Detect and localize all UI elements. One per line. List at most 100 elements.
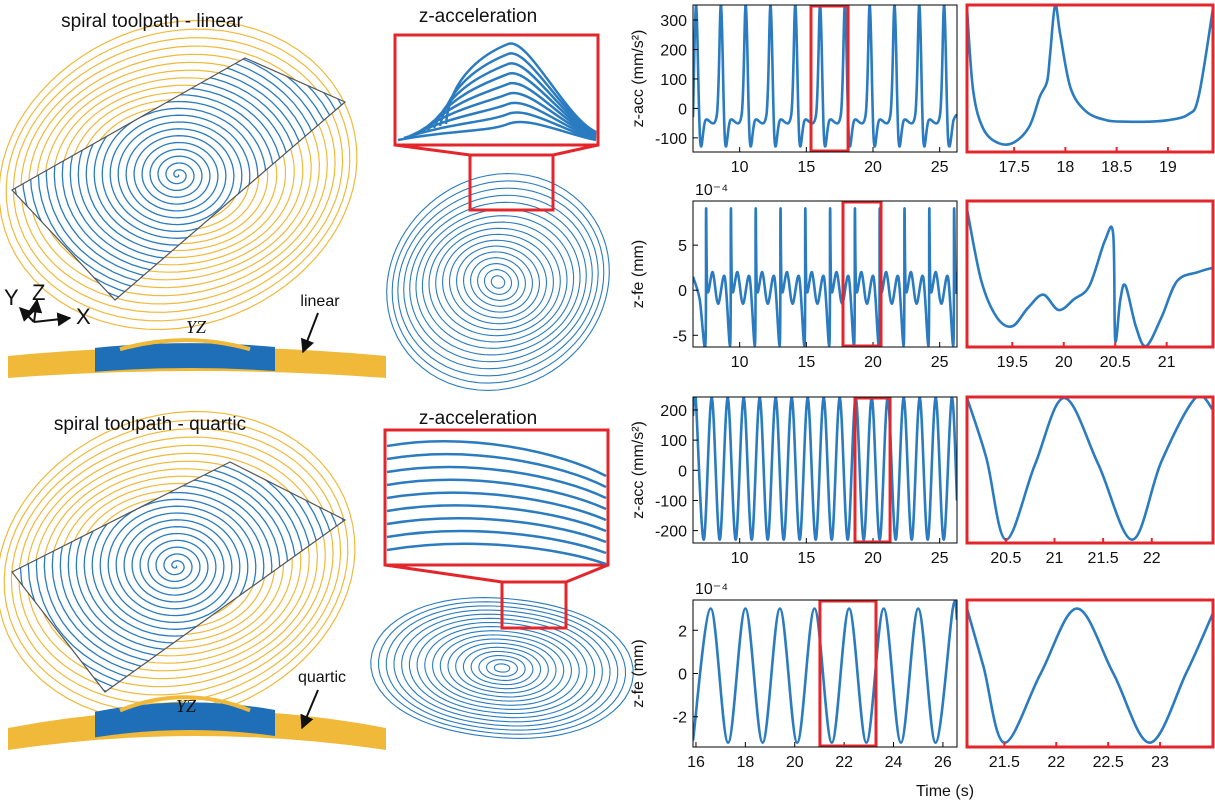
mid-ring [433, 631, 572, 706]
section-label: YZ [186, 317, 207, 337]
y-tick-label: 200 [660, 42, 687, 59]
pointer-arrow [303, 313, 318, 352]
y-multiplier: 10⁻⁴ [695, 182, 728, 199]
mid-ring [471, 258, 526, 307]
x-tick-label: 24 [885, 754, 903, 771]
y-tick-label: -100 [655, 131, 687, 148]
x-tick-label: 19.5 [997, 354, 1028, 371]
x-tick-label: 15 [797, 550, 815, 567]
y-tick-label: -100 [655, 493, 687, 510]
mid-ring [422, 216, 573, 349]
axis-arrow [34, 318, 70, 322]
x-tick-label: 20 [1055, 354, 1073, 371]
x-tick-label: 18 [736, 754, 754, 771]
data-line [693, 5, 957, 146]
x-tick-label: 21.5 [1088, 550, 1119, 567]
plot-frame [967, 397, 1213, 543]
y-axis-label: z-acc (mm/s²) [630, 30, 647, 128]
mid-ring [443, 234, 554, 329]
y-tick-label: 0 [678, 463, 687, 480]
x-tick-label: 25 [931, 159, 949, 176]
section-label: YZ [176, 696, 197, 716]
x-tick-label: 20 [864, 159, 882, 176]
x-tick-label: 21.5 [989, 754, 1020, 771]
x-tick-label: 16 [687, 754, 705, 771]
x-tick-label: 20 [864, 550, 882, 567]
axis-label: X [76, 304, 91, 329]
y-tick-label: 0 [678, 667, 687, 684]
mid-ring [478, 264, 519, 301]
data-line [967, 209, 1213, 346]
y-tick-label: 5 [678, 238, 687, 255]
y-tick-label: 0 [678, 283, 687, 300]
x-tick-label: 15 [797, 354, 815, 371]
x-tick-label: 22 [835, 754, 853, 771]
x-tick-label: 17.5 [999, 159, 1030, 176]
mid-ring [436, 228, 561, 335]
mid-ring [417, 623, 587, 714]
mid-ring [471, 651, 533, 684]
mid-ring [464, 252, 533, 312]
mid-ring [463, 647, 540, 688]
illustrations [0, 13, 633, 750]
axis-arrow [20, 308, 34, 322]
figure: spiral toolpath - linear spiral toolpath… [0, 0, 1215, 804]
x-tick-label: 25 [931, 354, 949, 371]
mid-ring [440, 635, 563, 701]
x-tick-label: 20.5 [990, 550, 1021, 567]
zoom-link [385, 565, 608, 582]
y-tick-label: 0 [678, 101, 687, 118]
y-axis-label: z-fe (mm) [630, 639, 647, 707]
axes-icon: Y Z X [4, 280, 91, 329]
x-tick-label: 10 [731, 354, 749, 371]
x-tick-label: 20 [786, 754, 804, 771]
y-tick-label: -2 [673, 710, 687, 727]
x-tick-label: 20.5 [1100, 354, 1131, 371]
x-tick-label: 25 [931, 550, 949, 567]
x-tick-label: 22.5 [1093, 754, 1124, 771]
profile-label: quartic [298, 669, 346, 686]
y-axis-label: z-acc (mm/s²) [630, 421, 647, 519]
mid-ring [487, 660, 518, 677]
mid-ring [416, 209, 580, 355]
y-axis-label: z-fe (mm) [630, 240, 647, 308]
y-tick-label: 100 [660, 72, 687, 89]
mid-ring [456, 643, 549, 693]
data-line [967, 396, 1213, 540]
middle-title: z-acceleration [419, 6, 537, 27]
axis-label: Y [4, 285, 19, 310]
axis-label: Z [32, 280, 45, 305]
y-tick-label: 300 [660, 13, 687, 30]
mid-ring [457, 246, 540, 318]
x-tick-label: 23 [1151, 754, 1169, 771]
y-tick-label: 200 [660, 403, 687, 420]
data-line [967, 5, 1213, 145]
mid-ring [409, 618, 594, 717]
mid-ring [491, 276, 504, 288]
mid-ring [402, 614, 603, 722]
panel-title: spiral toolpath - linear [61, 11, 243, 32]
panel-title: spiral toolpath - quartic [54, 414, 246, 435]
mid-ring [404, 195, 593, 368]
x-tick-label: 15 [797, 159, 815, 176]
middle-title: z-acceleration [419, 408, 537, 429]
data-line [693, 392, 957, 540]
x-tick-label: 21 [1158, 354, 1176, 371]
x-axis-label: Time (s) [916, 783, 974, 800]
x-tick-label: 18 [1057, 159, 1075, 176]
x-tick-label: 21 [1046, 550, 1064, 567]
y-multiplier: 10⁻⁴ [695, 581, 728, 598]
x-tick-label: 26 [934, 754, 952, 771]
y-tick-label: 100 [660, 433, 687, 450]
profile-label: linear [300, 293, 340, 310]
x-tick-label: 22 [1143, 550, 1161, 567]
x-tick-label: 20 [864, 354, 882, 371]
y-tick-label: 2 [678, 623, 687, 640]
x-tick-label: 18.5 [1101, 159, 1132, 176]
x-tick-label: 10 [731, 159, 749, 176]
plot-frame [967, 5, 1213, 152]
mid-ring [387, 174, 610, 391]
y-tick-label: -200 [655, 524, 687, 541]
x-tick-label: 22 [1047, 754, 1065, 771]
y-tick-label: -5 [673, 328, 687, 345]
